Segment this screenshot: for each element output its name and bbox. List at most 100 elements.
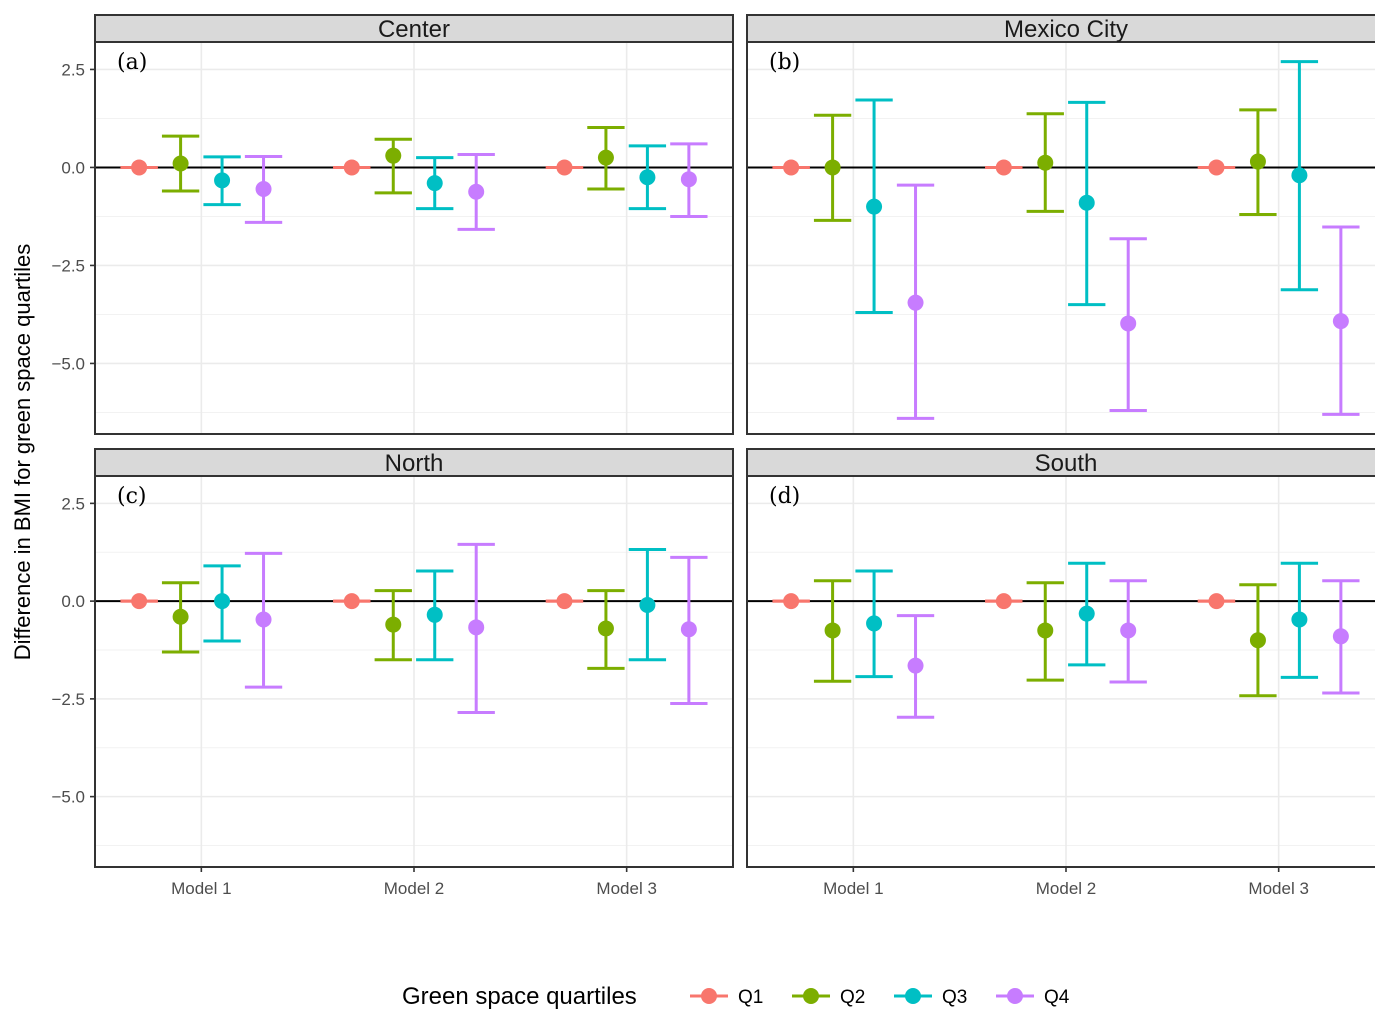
point-estimate <box>131 159 148 176</box>
panel-tag-label: (d) <box>769 484 800 509</box>
legend-key-point <box>803 988 819 1004</box>
point-estimate <box>1078 605 1095 622</box>
panel-background <box>747 476 1375 867</box>
point-estimate <box>1037 154 1054 171</box>
point-estimate <box>1249 632 1266 649</box>
legend-entry-q3: Q3 <box>894 987 967 1008</box>
errorbar-q3 <box>855 98 893 314</box>
point-estimate <box>385 616 402 633</box>
point-estimate <box>995 159 1012 176</box>
errorbar-q4 <box>1109 237 1147 412</box>
errorbar-q3 <box>203 564 241 643</box>
errorbar-q1 <box>545 593 584 610</box>
point-estimate <box>172 155 189 172</box>
errorbar-q4 <box>457 542 495 715</box>
point-estimate <box>1078 194 1095 211</box>
errorbar-q3 <box>1068 561 1106 667</box>
errorbar-q2 <box>1026 581 1064 682</box>
errorbar-q2 <box>1239 108 1277 216</box>
point-estimate <box>131 593 148 610</box>
point-estimate <box>468 183 485 200</box>
point-estimate <box>680 621 697 638</box>
errorbar-q4 <box>896 614 935 719</box>
y-tick-label: 0.0 <box>61 158 85 177</box>
point-estimate <box>1120 622 1137 639</box>
errorbar-q1 <box>333 593 371 610</box>
errorbar-q2 <box>161 581 200 654</box>
x-tick-label: Model 2 <box>1036 879 1096 898</box>
errorbar-q3 <box>628 144 667 211</box>
point-estimate <box>468 619 485 636</box>
x-tick-label: Model 2 <box>384 879 444 898</box>
point-estimate <box>1208 593 1225 610</box>
errorbar-q4 <box>1322 225 1360 416</box>
panel-north: North (c) 2.5 0.0 −2.5 −5.0 Model 1 Model 2 Mode… <box>51 448 734 898</box>
facet-strip <box>94 14 734 43</box>
errorbar-q4 <box>896 183 935 420</box>
panel-center: Center (a) 2.5 0.0 −2.5 −5.0 <box>51 14 734 435</box>
errorbar-q3 <box>203 155 241 207</box>
point-estimate <box>255 181 272 197</box>
errorbar-q2 <box>1239 583 1277 698</box>
point-estimate <box>597 620 614 637</box>
point-estimate <box>556 593 573 610</box>
legend-key-point <box>1007 988 1023 1004</box>
point-estimate <box>783 593 800 610</box>
errorbar-q1 <box>333 159 371 176</box>
y-axis-title: Difference in BMI for green space quarti… <box>10 244 35 661</box>
panel-tag-label: (c) <box>117 484 147 509</box>
x-tick-label: Model 3 <box>596 879 656 898</box>
errorbar-q4 <box>670 142 708 218</box>
facet-strip <box>746 448 1375 477</box>
point-estimate <box>783 159 800 176</box>
legend-entry-q4: Q4 <box>996 987 1070 1008</box>
point-estimate <box>426 175 443 192</box>
y-tick-label: −2.5 <box>51 256 85 275</box>
x-tick-label: Model 3 <box>1248 879 1308 898</box>
errorbar-q4 <box>1109 579 1147 684</box>
point-estimate <box>1291 611 1308 628</box>
errorbar-q2 <box>161 134 200 193</box>
facet-strip-label: Center <box>378 16 450 43</box>
legend-label: Q3 <box>942 987 967 1008</box>
errorbar-q3 <box>1280 60 1319 292</box>
point-estimate <box>1332 313 1349 330</box>
errorbar-q4 <box>244 551 283 689</box>
point-estimate <box>907 294 924 311</box>
errorbar-q3 <box>1068 100 1106 307</box>
point-estimate <box>343 159 360 176</box>
errorbar-q3 <box>1280 561 1319 679</box>
errorbar-q1 <box>120 159 158 176</box>
y-tick-label: −5.0 <box>51 354 85 373</box>
errorbar-q1 <box>772 159 810 176</box>
errorbar-q4 <box>457 153 495 231</box>
point-estimate <box>255 611 272 628</box>
point-estimate <box>385 147 402 164</box>
errorbar-q4 <box>670 555 708 706</box>
point-estimate <box>866 198 883 215</box>
errorbar-q2 <box>587 125 625 191</box>
point-estimate <box>1037 622 1054 639</box>
point-estimate <box>1249 153 1266 170</box>
facet-strip-label: Mexico City <box>1004 16 1128 43</box>
panel-tag-label: (b) <box>769 50 800 75</box>
point-estimate <box>866 615 883 632</box>
legend-key-point <box>701 988 717 1004</box>
legend: Green space quartiles Q1 Q2 Q3 Q4 <box>402 983 1070 1010</box>
y-tick-label: 2.5 <box>61 494 85 513</box>
point-estimate <box>907 657 924 674</box>
point-estimate <box>172 608 189 625</box>
panel-background <box>747 42 1375 434</box>
legend-label: Q1 <box>738 987 763 1008</box>
errorbar-q3 <box>416 156 454 211</box>
errorbar-q1 <box>1197 159 1236 176</box>
errorbar-q3 <box>416 569 454 662</box>
legend-title: Green space quartiles <box>402 983 637 1010</box>
y-tick-label: 0.0 <box>61 592 85 611</box>
point-estimate <box>214 593 231 610</box>
panel-tag-label: (a) <box>117 50 147 75</box>
errorbar-q3 <box>628 548 667 662</box>
errorbar-q1 <box>985 593 1023 610</box>
legend-entry-q2: Q2 <box>792 987 865 1008</box>
